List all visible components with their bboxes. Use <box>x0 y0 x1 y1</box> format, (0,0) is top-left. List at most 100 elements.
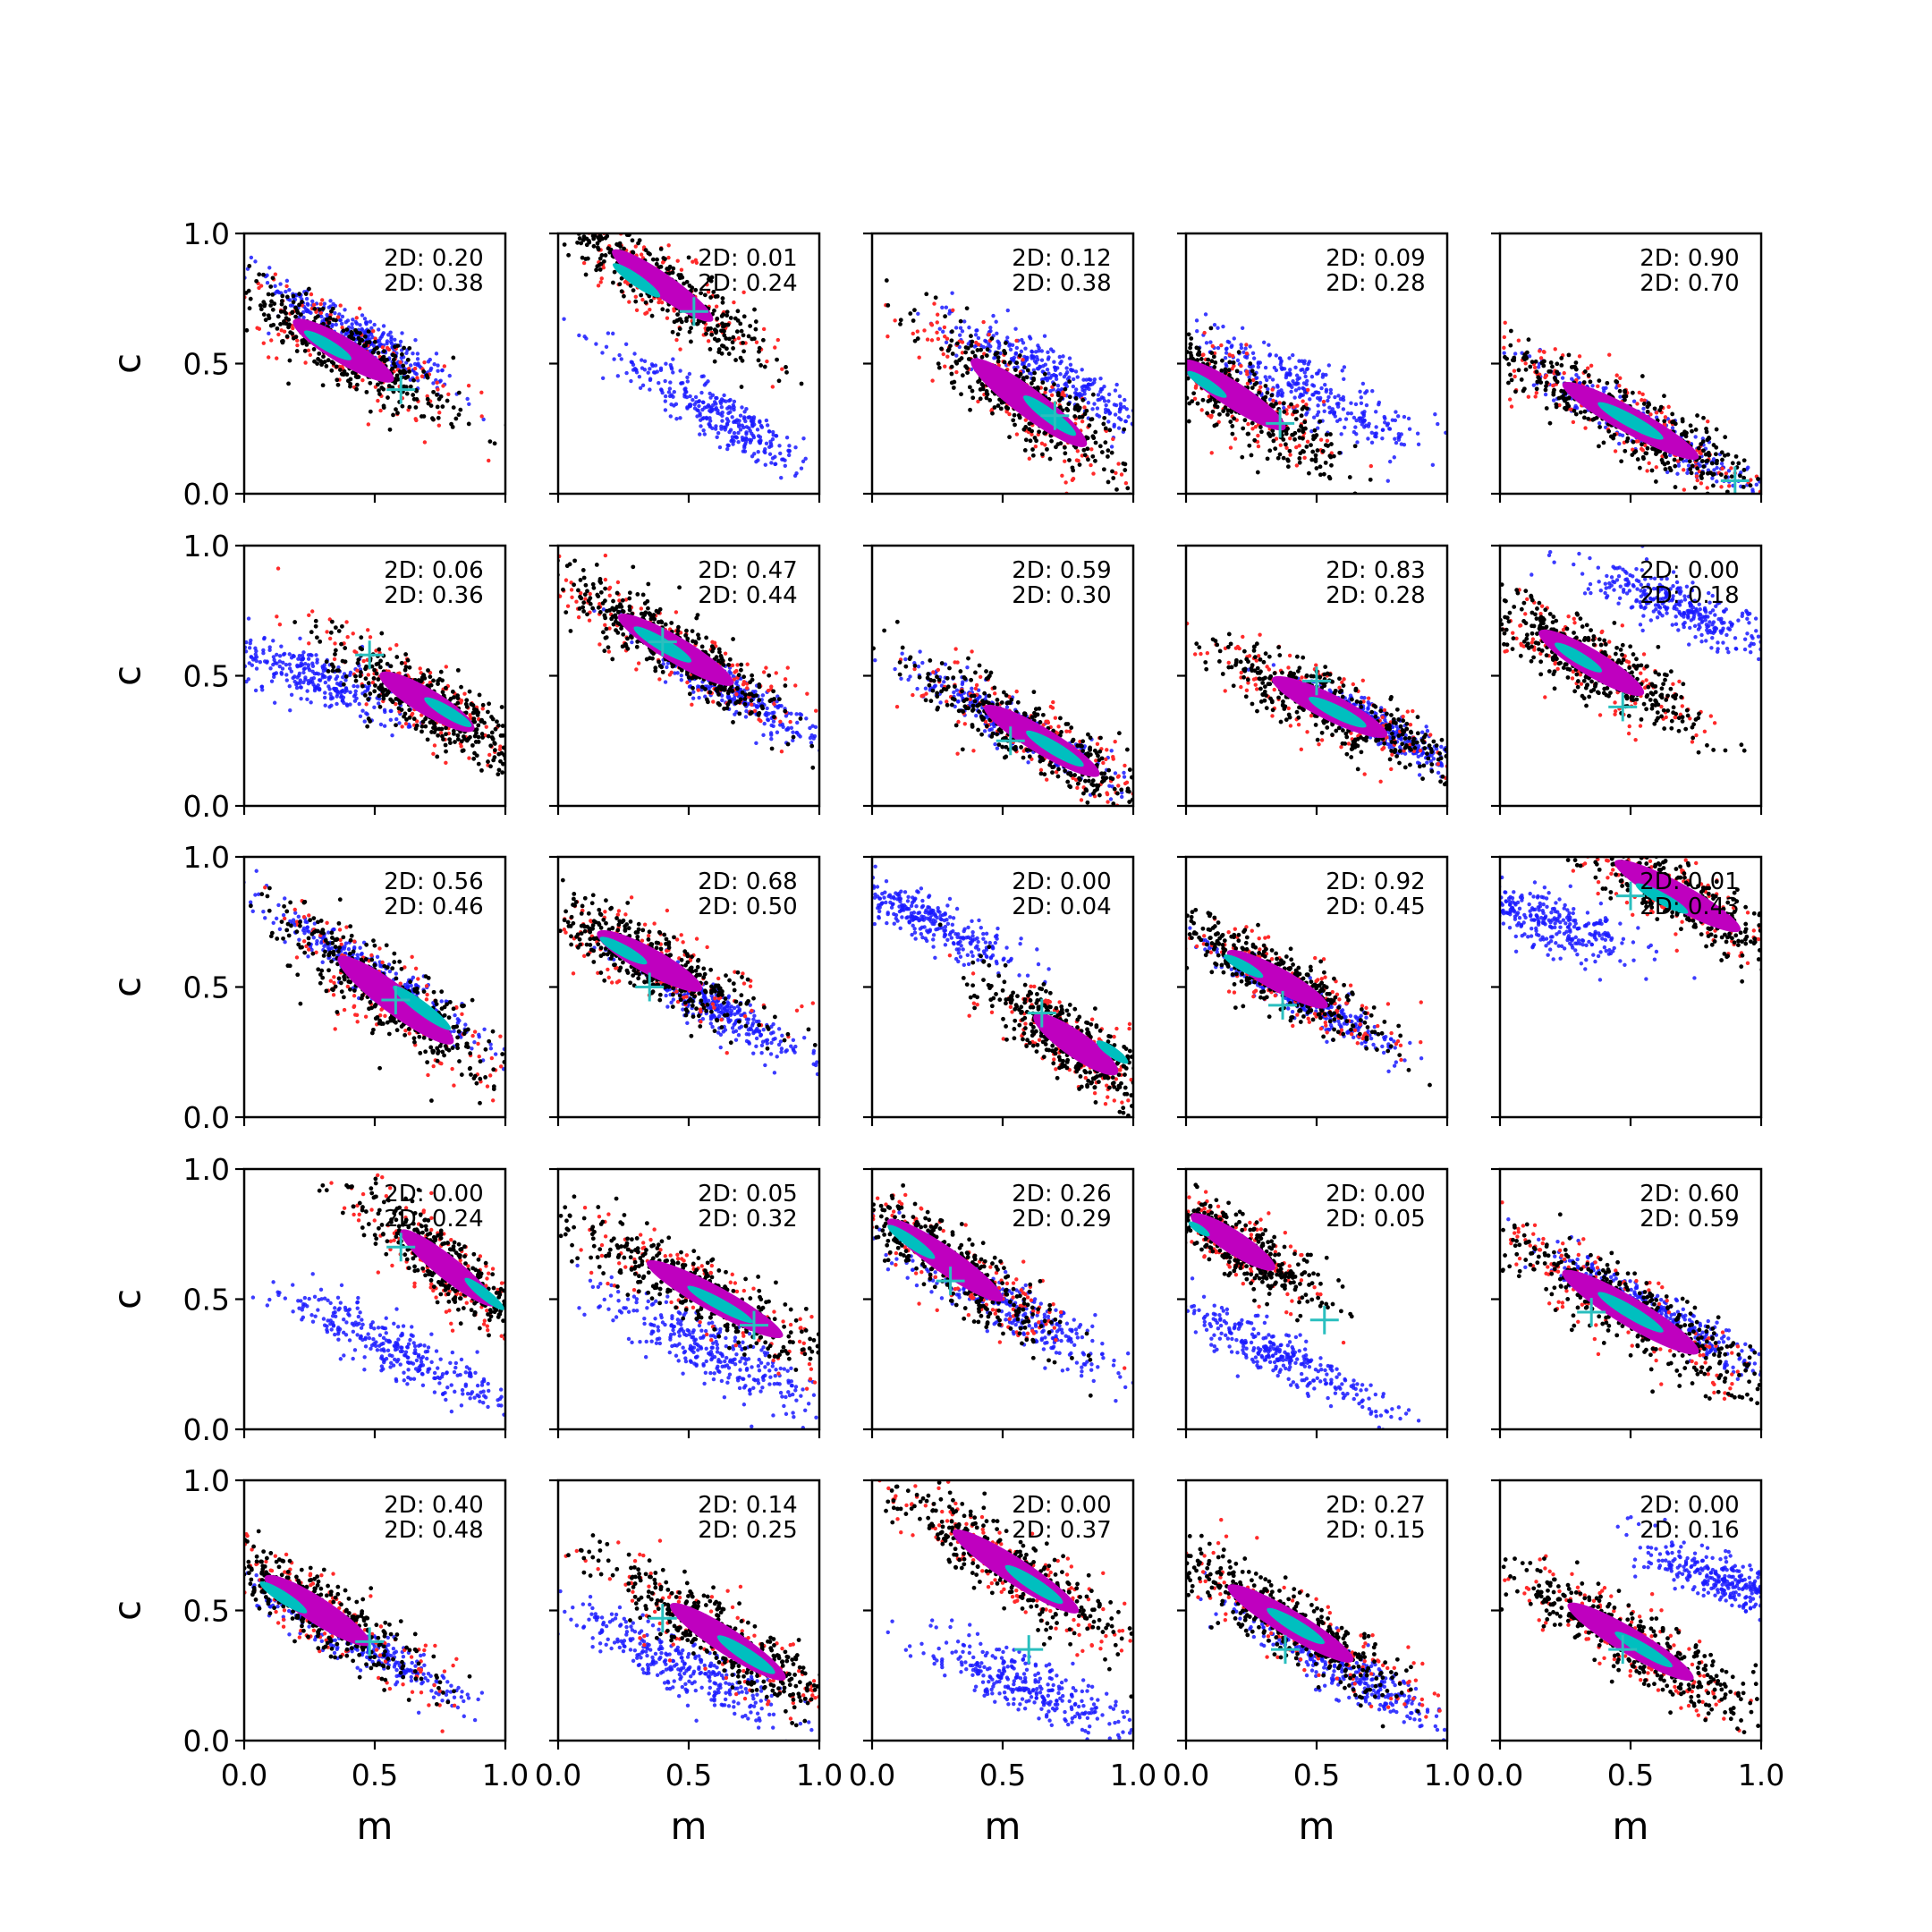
blue-series <box>916 291 1145 449</box>
blue-point <box>648 377 653 383</box>
black-point <box>1506 380 1511 386</box>
red-point <box>373 336 377 341</box>
blue-point <box>1166 335 1170 338</box>
red-point <box>1699 481 1704 486</box>
blue-point <box>312 684 318 689</box>
blue-point <box>631 362 636 367</box>
black-point <box>964 306 970 311</box>
red-point <box>1119 472 1124 477</box>
y-axis-label: c <box>106 353 149 374</box>
black-point <box>741 349 746 354</box>
red-point <box>1526 394 1531 399</box>
blue-point <box>348 690 352 695</box>
black-point <box>1725 452 1731 457</box>
blue-point <box>717 445 723 450</box>
blue-point <box>702 432 708 436</box>
black-point <box>450 424 455 429</box>
black-point <box>980 383 986 388</box>
black-point <box>564 221 569 225</box>
red-point <box>1663 415 1668 419</box>
blue-point <box>1126 414 1131 419</box>
black-point <box>1117 332 1122 336</box>
blue-point <box>352 683 356 689</box>
blue-point <box>1008 347 1013 352</box>
black-point <box>1071 468 1076 473</box>
red-point <box>1666 404 1671 410</box>
blue-point <box>612 357 616 361</box>
black-point <box>1065 408 1071 413</box>
blue-point <box>715 435 719 439</box>
red-point <box>976 399 980 404</box>
blue-point <box>1324 389 1328 394</box>
black-point <box>1072 414 1078 419</box>
black-point <box>318 359 323 364</box>
blue-point <box>1036 367 1041 371</box>
black-point <box>1654 452 1658 456</box>
black-point <box>456 390 462 395</box>
blue-point <box>1141 428 1145 431</box>
black-point <box>619 289 624 294</box>
black-point <box>1294 409 1300 414</box>
black-point <box>1803 511 1808 515</box>
blue-point <box>1328 391 1334 395</box>
black-point <box>1700 439 1706 445</box>
black-point <box>386 395 390 400</box>
black-point <box>1513 389 1518 394</box>
blue-point <box>372 705 377 709</box>
black-point <box>721 343 726 349</box>
red-point <box>479 414 484 419</box>
blue-point <box>1369 440 1375 445</box>
red-point <box>1027 456 1032 461</box>
blue-point <box>281 652 286 657</box>
black-point <box>1007 435 1012 440</box>
black-point <box>297 302 301 308</box>
blue-point <box>1370 388 1375 394</box>
black-point <box>1135 359 1140 363</box>
black-point <box>1302 419 1308 425</box>
black-point <box>1144 326 1148 330</box>
black-point <box>1693 428 1699 432</box>
blue-point <box>751 435 757 440</box>
blue-point <box>1318 398 1322 402</box>
black-point <box>375 382 380 387</box>
red-point <box>1295 403 1300 408</box>
red-point <box>1193 386 1199 390</box>
red-point <box>1250 427 1255 431</box>
blue-point <box>347 673 352 678</box>
black-point <box>350 370 355 376</box>
black-point <box>1742 498 1747 503</box>
blue-point <box>1251 356 1257 360</box>
black-point <box>712 308 716 313</box>
black-point <box>1785 488 1790 493</box>
black-point <box>1113 331 1117 335</box>
blue-point <box>277 654 283 658</box>
black-point <box>1085 339 1089 343</box>
black-point <box>581 234 587 240</box>
black-point <box>1143 499 1148 504</box>
red-point <box>1374 496 1377 500</box>
blue-point <box>1326 394 1331 400</box>
blue-point <box>1149 326 1153 329</box>
black-point <box>617 241 623 246</box>
black-point <box>1171 364 1175 369</box>
blue-point <box>1314 371 1319 376</box>
black-point <box>581 209 586 214</box>
red-point <box>945 354 950 359</box>
blue-point <box>702 383 708 387</box>
blue-point <box>1573 403 1578 409</box>
black-point <box>1035 385 1040 390</box>
black-point <box>949 371 954 377</box>
black-point <box>1165 350 1169 354</box>
blue-point <box>275 661 279 665</box>
blue-point <box>764 418 769 423</box>
blue-point <box>1074 387 1079 392</box>
blue-point <box>1665 470 1670 475</box>
blue-point <box>339 695 343 699</box>
red-point <box>1068 311 1072 315</box>
blue-point <box>267 648 272 652</box>
black-point <box>290 310 295 316</box>
black-point <box>704 331 708 336</box>
red-point <box>1142 287 1146 291</box>
red-point <box>1614 373 1619 377</box>
red-point <box>741 290 746 295</box>
